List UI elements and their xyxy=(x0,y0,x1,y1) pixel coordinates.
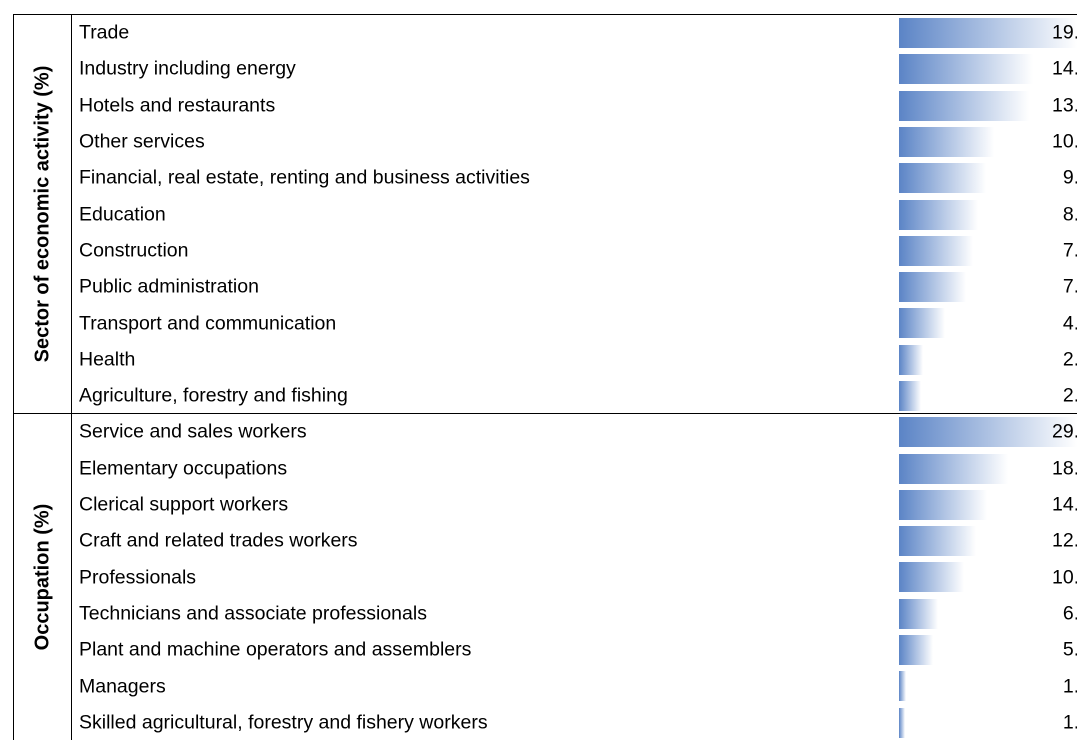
data-bar xyxy=(899,562,965,593)
data-bar xyxy=(899,635,934,666)
row-label: Professionals xyxy=(79,566,197,589)
data-bar xyxy=(899,453,1008,484)
data-bar xyxy=(899,308,945,339)
data-bar xyxy=(899,272,966,303)
row-label: Skilled agricultural, forestry and fishe… xyxy=(79,711,488,734)
row-group: Occupation (%) Service and sales workers 2… xyxy=(13,413,1077,740)
data-bar xyxy=(899,126,994,157)
row-value: 8.4 xyxy=(1062,203,1077,226)
table-row: Hotels and restaurants 13.9 xyxy=(71,88,1077,124)
table-row: Managers 1.2 xyxy=(71,668,1077,704)
row-value: 9.3 xyxy=(1062,166,1077,189)
row-label: Elementary occupations xyxy=(79,457,288,480)
table-row: Craft and related trades workers 12.8 xyxy=(71,523,1077,559)
table-row: Professionals 10.8 xyxy=(71,559,1077,595)
row-value: 7.1 xyxy=(1062,275,1077,298)
row-value: 14.6 xyxy=(1052,493,1077,516)
table-row: Clerical support workers 14.6 xyxy=(71,487,1077,523)
row-value: 10.1 xyxy=(1052,130,1077,153)
table-row: Agriculture, forestry and fishing 2.4 xyxy=(71,378,1077,414)
table-row: Elementary occupations 18.0 xyxy=(71,451,1077,487)
row-value: 1.2 xyxy=(1062,675,1077,698)
row-value: 5.7 xyxy=(1062,638,1077,661)
group-title: Occupation (%) xyxy=(31,503,53,651)
row-label: Agriculture, forestry and fishing xyxy=(79,384,348,407)
table-row: Health 2.6 xyxy=(71,342,1077,378)
table-row: Construction 7.9 xyxy=(71,233,1077,269)
table-row: Other services 10.1 xyxy=(71,124,1077,160)
data-bar xyxy=(899,90,1030,121)
table-row: Transport and communication 4.9 xyxy=(71,305,1077,341)
row-value: 13.9 xyxy=(1052,94,1077,117)
row-label: Industry including energy xyxy=(79,57,296,80)
row-label: Construction xyxy=(79,239,189,262)
row-label: Transport and communication xyxy=(79,312,337,335)
row-label: Health xyxy=(79,348,136,371)
table-row: Industry including energy 14.3 xyxy=(71,51,1077,87)
data-bar xyxy=(899,199,978,230)
row-value: 4.9 xyxy=(1062,312,1077,335)
row-label: Plant and machine operators and assemble… xyxy=(79,638,472,661)
group-header-cell: Occupation (%) xyxy=(14,414,72,740)
row-value: 7.9 xyxy=(1062,239,1077,262)
data-bar xyxy=(899,381,922,411)
row-group: Sector of economic activity (%) Trade 19.0… xyxy=(13,14,1077,414)
row-label: Clerical support workers xyxy=(79,493,289,516)
table-row: Skilled agricultural, forestry and fishe… xyxy=(71,705,1077,741)
table-row: Plant and machine operators and assemble… xyxy=(71,632,1077,668)
table-row: Financial, real estate, renting and busi… xyxy=(71,160,1077,196)
row-value: 29.5 xyxy=(1052,420,1077,443)
row-label: Trade xyxy=(79,21,130,44)
data-bar xyxy=(899,18,1077,48)
table-row: Service and sales workers 29.5 xyxy=(71,414,1077,450)
row-label: Education xyxy=(79,203,166,226)
data-bar xyxy=(899,598,938,629)
data-bar xyxy=(899,235,973,266)
row-label: Managers xyxy=(79,675,166,698)
data-bar xyxy=(899,163,987,194)
row-value: 19.0 xyxy=(1052,21,1077,44)
row-value: 10.8 xyxy=(1052,566,1077,589)
data-bar xyxy=(899,54,1033,85)
data-bar xyxy=(899,671,907,702)
table-row: Public administration 7.1 xyxy=(71,269,1077,305)
row-value: 14.3 xyxy=(1052,57,1077,80)
group-header-cell: Sector of economic activity (%) xyxy=(14,15,72,414)
row-value: 2.4 xyxy=(1062,384,1077,407)
data-bar xyxy=(899,417,1077,448)
row-label: Service and sales workers xyxy=(79,420,307,443)
data-bar xyxy=(899,489,988,520)
row-label: Public administration xyxy=(79,275,259,298)
row-value: 12.8 xyxy=(1052,529,1077,552)
row-label: Other services xyxy=(79,130,205,153)
row-label: Financial, real estate, renting and busi… xyxy=(79,166,530,189)
row-label: Craft and related trades workers xyxy=(79,529,358,552)
data-bar xyxy=(899,526,977,557)
table-row: Trade 19.0 xyxy=(71,15,1077,51)
group-title: Sector of economic activity (%) xyxy=(31,65,53,363)
row-value: 1.0 xyxy=(1062,711,1077,734)
row-label: Technicians and associate professionals xyxy=(79,602,427,625)
row-label: Hotels and restaurants xyxy=(79,94,276,117)
row-value: 2.6 xyxy=(1062,348,1077,371)
data-bar xyxy=(899,707,906,738)
data-bar xyxy=(899,344,924,375)
row-value: 6.4 xyxy=(1062,602,1077,625)
row-value: 18.0 xyxy=(1052,457,1077,480)
table-row: Education 8.4 xyxy=(71,197,1077,233)
table-row: Technicians and associate professionals 6… xyxy=(71,596,1077,632)
